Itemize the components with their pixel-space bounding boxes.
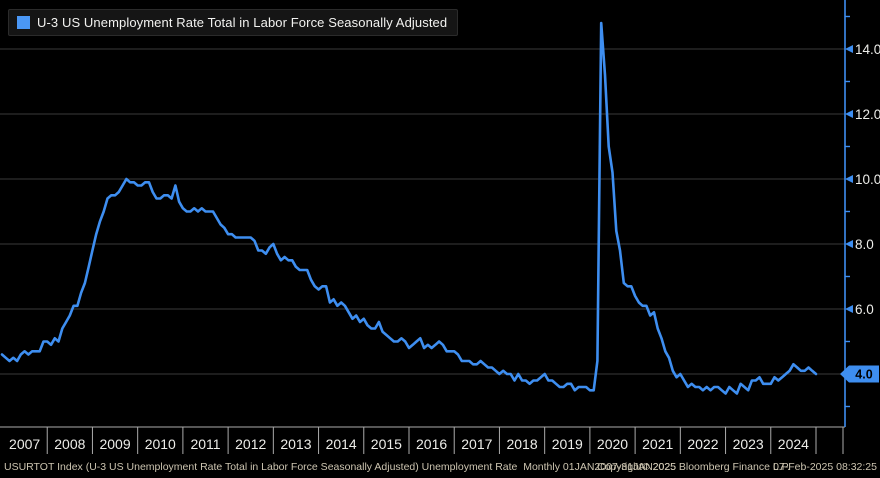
year-label-2020: 2020 — [597, 436, 628, 452]
year-label-2022: 2022 — [687, 436, 718, 452]
y-major-tick-arrow — [845, 175, 853, 183]
unemployment-rate-line — [0, 21, 818, 395]
last-value-badge-arrow — [840, 365, 849, 383]
year-label-2010: 2010 — [145, 436, 176, 452]
year-label-2024: 2024 — [778, 436, 809, 452]
year-label-2023: 2023 — [733, 436, 764, 452]
year-label-2007: 2007 — [9, 436, 40, 452]
y-axis-label-8.0: 8.0 — [855, 237, 874, 252]
year-label-2009: 2009 — [99, 436, 130, 452]
copyright-notice: Copyright© 2025 Bloomberg Finance L.P. — [597, 461, 791, 473]
year-label-2013: 2013 — [280, 436, 311, 452]
y-axis-label-14.0: 14.0 — [855, 42, 880, 57]
y-axis-label-6.0: 6.0 — [855, 302, 874, 317]
y-major-tick-arrow — [845, 45, 853, 53]
year-label-2008: 2008 — [54, 436, 85, 452]
year-label-2021: 2021 — [642, 436, 673, 452]
year-label-2017: 2017 — [461, 436, 492, 452]
y-major-tick-arrow — [845, 240, 853, 248]
year-label-2016: 2016 — [416, 436, 447, 452]
status-bar: USURTOT Index (U-3 US Unemployment Rate … — [0, 457, 880, 478]
last-value-badge — [849, 365, 879, 383]
series-swatch-icon — [17, 16, 30, 29]
series-legend[interactable]: U-3 US Unemployment Rate Total in Labor … — [8, 9, 459, 36]
year-label-2019: 2019 — [552, 436, 583, 452]
y-axis-label-12.0: 12.0 — [855, 107, 880, 122]
y-major-tick-arrow — [845, 110, 853, 118]
timestamp: 07-Feb-2025 08:32:25 — [773, 461, 877, 473]
year-label-2012: 2012 — [235, 436, 266, 452]
year-label-2018: 2018 — [506, 436, 537, 452]
y-axis-label-10.0: 10.0 — [855, 172, 880, 187]
y-major-tick-arrow — [845, 305, 853, 313]
last-value-badge-label: 4.0 — [855, 368, 872, 382]
ticker-description: USURTOT Index (U-3 US Unemployment Rate … — [4, 461, 677, 473]
series-legend-label: U-3 US Unemployment Rate Total in Labor … — [37, 15, 448, 30]
year-label-2011: 2011 — [190, 436, 220, 452]
year-label-2015: 2015 — [371, 436, 402, 452]
year-label-2014: 2014 — [326, 436, 357, 452]
